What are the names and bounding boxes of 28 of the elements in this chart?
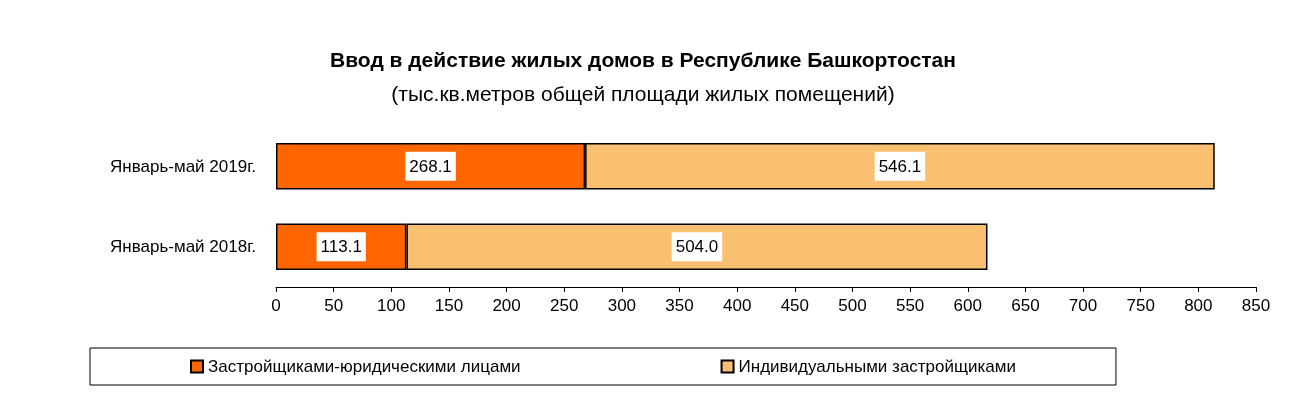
x-tick-label: 150 <box>434 296 464 315</box>
x-tick-label: 600 <box>953 296 982 315</box>
x-tick-label: 350 <box>665 296 694 315</box>
x-tick-label: 450 <box>780 296 810 315</box>
data-label: 546.1 <box>878 156 922 176</box>
x-tick-label: 850 <box>1241 296 1271 315</box>
x-tick-label: 700 <box>1068 296 1098 315</box>
x-tick-label: 250 <box>550 296 579 315</box>
y-tick-label: Январь-май 2018г. <box>110 237 256 257</box>
legend-label: Индивидуальными застройщиками <box>738 357 1016 376</box>
x-tick-label: 400 <box>722 296 752 315</box>
y-tick-label: Январь-май 2019г. <box>110 156 256 176</box>
chart-subtitle: (тыс.кв.метров общей площади жилых помещений) <box>391 82 895 105</box>
chart-title: Ввод в действие жилых домов в Республике Башкортостан <box>330 48 956 71</box>
x-tick-label: 750 <box>1126 296 1155 315</box>
x-tick-label: 100 <box>377 296 406 315</box>
x-tick-label: 300 <box>607 296 637 315</box>
x-tick-label: 650 <box>1011 296 1040 315</box>
legend-label: Застройщиками-юридическими лицами <box>208 357 521 376</box>
data-label: 113.1 <box>320 237 362 257</box>
data-label: 504.0 <box>675 237 719 257</box>
x-tick-label: 500 <box>838 296 867 315</box>
x-tick-label: 50 <box>324 296 344 315</box>
x-tick-label: 800 <box>1184 296 1213 315</box>
x-tick-label: 200 <box>492 296 521 315</box>
data-label: 268.1 <box>409 156 452 176</box>
x-tick-label: 0 <box>271 296 281 315</box>
x-tick-label: 550 <box>895 296 925 315</box>
